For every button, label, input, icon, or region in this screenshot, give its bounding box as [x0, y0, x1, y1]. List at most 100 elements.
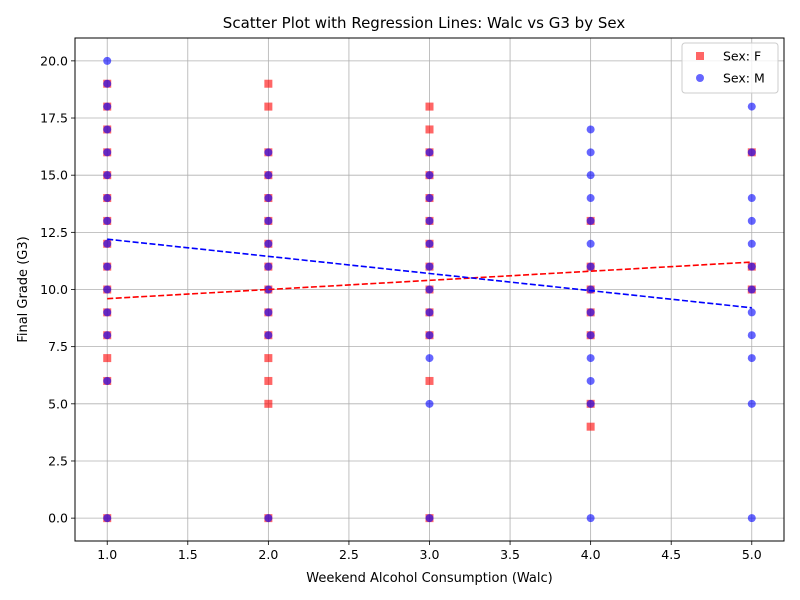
- data-point-m: [586, 125, 595, 134]
- x-tick-label: 1.0: [97, 547, 117, 562]
- data-point-m: [747, 216, 756, 225]
- x-axis-label: Weekend Alcohol Consumption (Walc): [306, 571, 552, 586]
- data-point-m: [586, 239, 595, 248]
- y-tick-label: 7.5: [48, 339, 68, 354]
- data-point-m: [425, 285, 434, 294]
- data-point-m: [747, 148, 756, 157]
- x-tick-label: 2.5: [339, 547, 359, 562]
- data-point-m: [425, 308, 434, 317]
- data-point-m: [103, 194, 112, 203]
- data-point-m: [103, 216, 112, 225]
- legend-label: Sex: F: [723, 49, 761, 64]
- x-tick-label: 1.5: [178, 547, 198, 562]
- x-tick-label: 4.0: [581, 547, 601, 562]
- data-point-m: [264, 194, 273, 203]
- data-point-m: [103, 56, 112, 65]
- data-point-m: [586, 285, 595, 294]
- data-points: [103, 56, 756, 523]
- y-tick-label: 10.0: [40, 282, 68, 297]
- data-point-m: [103, 331, 112, 340]
- data-point-m: [103, 376, 112, 385]
- data-point-m: [425, 514, 434, 523]
- data-point-m: [586, 308, 595, 317]
- y-tick-label: 15.0: [40, 168, 68, 183]
- data-point-m: [747, 308, 756, 317]
- data-point-m: [747, 262, 756, 271]
- y-tick-label: 5.0: [48, 396, 68, 411]
- legend-marker-m: [696, 74, 704, 82]
- data-point-f: [264, 354, 273, 363]
- data-point-m: [586, 399, 595, 408]
- data-point-m: [103, 514, 112, 523]
- data-point-m: [103, 285, 112, 294]
- data-point-m: [747, 102, 756, 111]
- data-point-m: [264, 285, 273, 294]
- data-point-f: [103, 354, 112, 363]
- data-point-m: [103, 262, 112, 271]
- data-point-m: [264, 308, 273, 317]
- data-point-m: [747, 285, 756, 294]
- data-point-m: [264, 148, 273, 157]
- data-point-m: [586, 148, 595, 157]
- data-point-m: [425, 171, 434, 180]
- data-point-f: [264, 79, 273, 88]
- data-point-m: [425, 148, 434, 157]
- x-tick-label: 3.5: [500, 547, 520, 562]
- y-axis-label: Final Grade (G3): [16, 236, 31, 342]
- data-point-m: [425, 262, 434, 271]
- y-tick-label: 12.5: [40, 225, 68, 240]
- data-point-m: [103, 125, 112, 134]
- series-m-points: [103, 56, 756, 523]
- data-point-m: [747, 194, 756, 203]
- legend-box: [681, 42, 779, 94]
- data-point-f: [425, 376, 434, 385]
- x-tick-label: 2.0: [258, 547, 278, 562]
- data-point-m: [425, 354, 434, 363]
- data-point-m: [425, 239, 434, 248]
- data-point-m: [586, 331, 595, 340]
- y-tick-label: 2.5: [48, 453, 68, 468]
- regression-lines: [107, 238, 752, 309]
- data-point-m: [264, 262, 273, 271]
- data-point-m: [586, 262, 595, 271]
- data-point-m: [747, 331, 756, 340]
- data-point-m: [747, 354, 756, 363]
- legend-label: Sex: M: [723, 71, 765, 86]
- data-point-f: [264, 102, 273, 111]
- data-point-m: [264, 216, 273, 225]
- data-point-m: [103, 171, 112, 180]
- data-point-m: [425, 216, 434, 225]
- data-point-m: [264, 514, 273, 523]
- data-point-m: [264, 171, 273, 180]
- x-tick-label: 3.0: [420, 547, 440, 562]
- y-tick-label: 0.0: [48, 511, 68, 526]
- data-point-m: [586, 194, 595, 203]
- legend-marker-f: [696, 52, 704, 60]
- data-point-m: [103, 148, 112, 157]
- data-point-f: [586, 422, 595, 431]
- regression-line-m: [107, 238, 752, 309]
- x-tick-label: 5.0: [742, 547, 762, 562]
- axis-ticks: 1.0 1.5 2.0 2.5 3.0 3.5 4.0 4.5 5.0 0.0 2.5 5.0 7.5 1…: [40, 53, 762, 562]
- data-point-m: [103, 102, 112, 111]
- data-point-m: [747, 399, 756, 408]
- x-tick-label: 4.5: [661, 547, 681, 562]
- data-point-m: [264, 331, 273, 340]
- regression-line-f: [107, 261, 752, 300]
- data-point-f: [425, 102, 434, 111]
- data-point-m: [586, 216, 595, 225]
- data-point-m: [103, 308, 112, 317]
- data-point-m: [586, 171, 595, 180]
- data-point-m: [586, 514, 595, 523]
- chart-title: Scatter Plot with Regression Lines: Walc…: [223, 14, 626, 32]
- legend: Sex: F Sex: M: [681, 42, 779, 94]
- data-point-f: [264, 399, 273, 408]
- data-point-m: [425, 331, 434, 340]
- data-point-m: [425, 194, 434, 203]
- data-point-f: [425, 125, 434, 134]
- data-point-m: [103, 79, 112, 88]
- data-point-m: [747, 239, 756, 248]
- data-point-m: [586, 354, 595, 363]
- data-point-m: [586, 376, 595, 385]
